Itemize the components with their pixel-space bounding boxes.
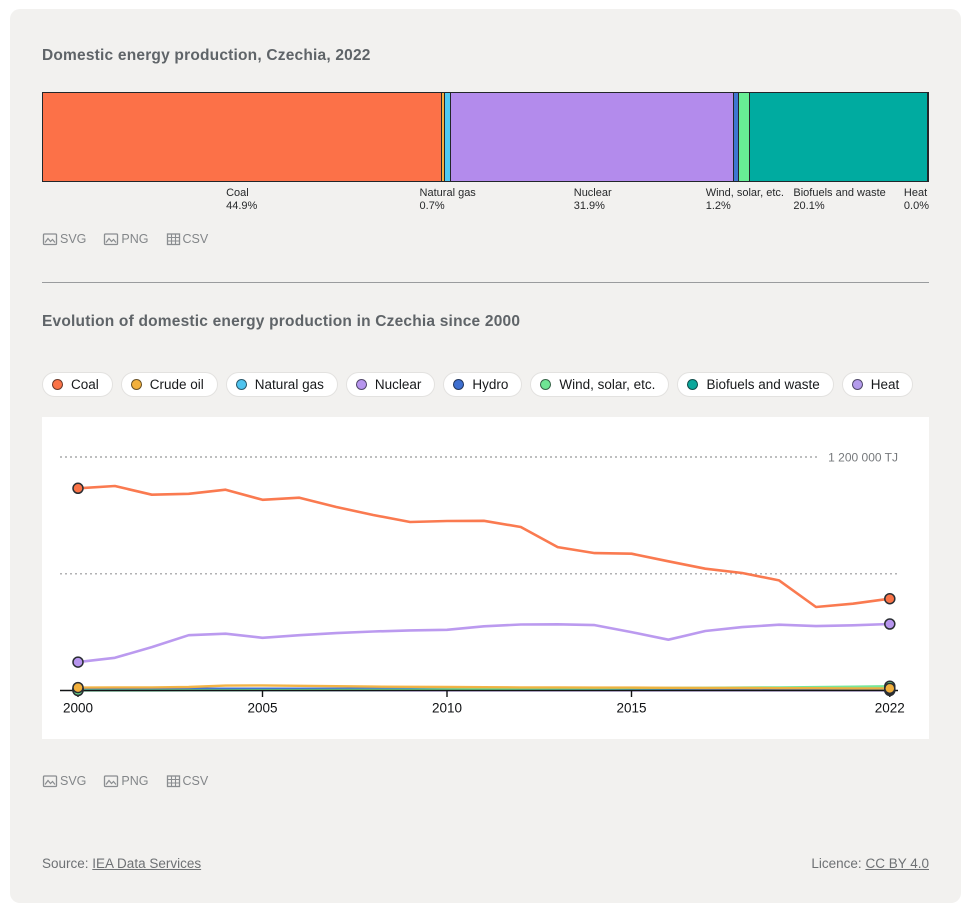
page-panel: Domestic energy production, Czechia, 202… bbox=[10, 9, 961, 903]
download-row-1: SVG PNG CSV bbox=[42, 232, 929, 246]
bar-chart-title: Domestic energy production, Czechia, 202… bbox=[42, 47, 371, 64]
series-legend: Coal Crude oil Natural gas Nuclear Hydro Wind… bbox=[42, 372, 929, 397]
svg-text:2015: 2015 bbox=[616, 701, 646, 716]
legend-color-dot bbox=[355, 379, 367, 390]
line-chart-card: 1 200 000 TJ 2000 2005 2010 2015 2022 bbox=[42, 417, 929, 739]
download-csv-button[interactable]: CSV bbox=[166, 774, 208, 788]
download-png-button[interactable]: PNG bbox=[103, 774, 149, 788]
legend-color-dot bbox=[453, 379, 465, 390]
svg-text:2000: 2000 bbox=[63, 701, 93, 716]
image-icon bbox=[42, 232, 58, 246]
bar-segment-biofuels-and-waste[interactable] bbox=[748, 93, 927, 181]
image-icon bbox=[103, 774, 119, 788]
download-png-button[interactable]: PNG bbox=[103, 232, 149, 246]
line-chart-title: Evolution of domestic energy production … bbox=[42, 313, 521, 330]
bar-segment-coal[interactable] bbox=[43, 93, 442, 181]
download-svg-button[interactable]: SVG bbox=[42, 774, 86, 788]
legend-color-dot bbox=[687, 379, 699, 390]
download-svg-button[interactable]: SVG bbox=[42, 232, 86, 246]
legend-color-dot bbox=[235, 379, 247, 390]
bar-segment-label: Coal 44.9% bbox=[226, 187, 258, 213]
legend-label: Natural gas bbox=[254, 377, 324, 392]
bar-segment-label: Wind, solar, etc. 1.2% bbox=[705, 187, 784, 213]
bar-segment-wind-solar-etc-[interactable] bbox=[738, 93, 749, 181]
legend-item-heat[interactable]: Heat bbox=[841, 372, 914, 397]
bar-segment-label: Nuclear 31.9% bbox=[573, 187, 612, 213]
svg-text:1 200 000 TJ: 1 200 000 TJ bbox=[828, 451, 898, 465]
download-csv-button[interactable]: CSV bbox=[166, 232, 208, 246]
section-divider bbox=[42, 282, 929, 283]
bar-segment-natural-gas[interactable] bbox=[444, 93, 451, 181]
legend-item-wind-solar-etc-[interactable]: Wind, solar, etc. bbox=[530, 372, 670, 397]
image-icon bbox=[103, 232, 119, 246]
bar-segment-crude-oil[interactable] bbox=[441, 93, 445, 181]
svg-text:2022: 2022 bbox=[875, 701, 905, 716]
licence-link[interactable]: CC BY 4.0 bbox=[865, 856, 929, 871]
legend-label: Nuclear bbox=[374, 377, 422, 392]
legend-color-dot bbox=[52, 379, 63, 390]
legend-color-dot bbox=[540, 379, 552, 390]
bar-segment-label: Heat 0.0% bbox=[903, 187, 929, 213]
footer-source: Source: IEA Data Services bbox=[42, 856, 202, 871]
production-bar bbox=[42, 92, 929, 182]
legend-color-dot bbox=[851, 379, 863, 390]
line-chart: 1 200 000 TJ 2000 2005 2010 2015 2022 bbox=[60, 451, 905, 716]
legend-item-hydro[interactable]: Hydro bbox=[443, 372, 523, 397]
legend-item-natural-gas[interactable]: Natural gas bbox=[225, 372, 338, 397]
legend-label: Biofuels and waste bbox=[706, 377, 820, 392]
bar-segment-nuclear[interactable] bbox=[450, 93, 734, 181]
svg-text:2005: 2005 bbox=[247, 701, 277, 716]
bar-segment-heat[interactable] bbox=[927, 93, 928, 181]
legend-item-crude-oil[interactable]: Crude oil bbox=[120, 372, 218, 397]
table-icon bbox=[166, 774, 181, 788]
legend-label: Coal bbox=[71, 377, 99, 392]
legend-label: Crude oil bbox=[149, 377, 204, 392]
footer-licence: Licence: CC BY 4.0 bbox=[811, 856, 929, 871]
production-bar-chart: Coal 44.9% Natural gas 0.7% Nuclear 31.9% Wind… bbox=[42, 92, 929, 223]
legend-label: Heat bbox=[870, 377, 900, 392]
bar-segment-hydro[interactable] bbox=[733, 93, 739, 181]
legend-item-nuclear[interactable]: Nuclear bbox=[345, 372, 436, 397]
download-row-2: SVG PNG CSV bbox=[42, 774, 929, 788]
legend-item-coal[interactable]: Coal bbox=[42, 372, 113, 397]
legend-item-biofuels-and-waste[interactable]: Biofuels and waste bbox=[677, 372, 834, 397]
footer: Source: IEA Data Services Licence: CC BY… bbox=[42, 856, 929, 871]
bar-segment-label: Biofuels and waste 20.1% bbox=[793, 187, 886, 213]
legend-label: Hydro bbox=[472, 377, 509, 392]
source-link[interactable]: IEA Data Services bbox=[92, 856, 202, 871]
legend-label: Wind, solar, etc. bbox=[559, 377, 656, 392]
table-icon bbox=[166, 232, 181, 246]
bar-segment-label: Natural gas 0.7% bbox=[419, 187, 476, 213]
legend-color-dot bbox=[130, 379, 142, 390]
svg-text:2010: 2010 bbox=[432, 701, 462, 716]
production-bar-labels: Coal 44.9% Natural gas 0.7% Nuclear 31.9% Wind… bbox=[42, 187, 929, 223]
image-icon bbox=[42, 774, 58, 788]
